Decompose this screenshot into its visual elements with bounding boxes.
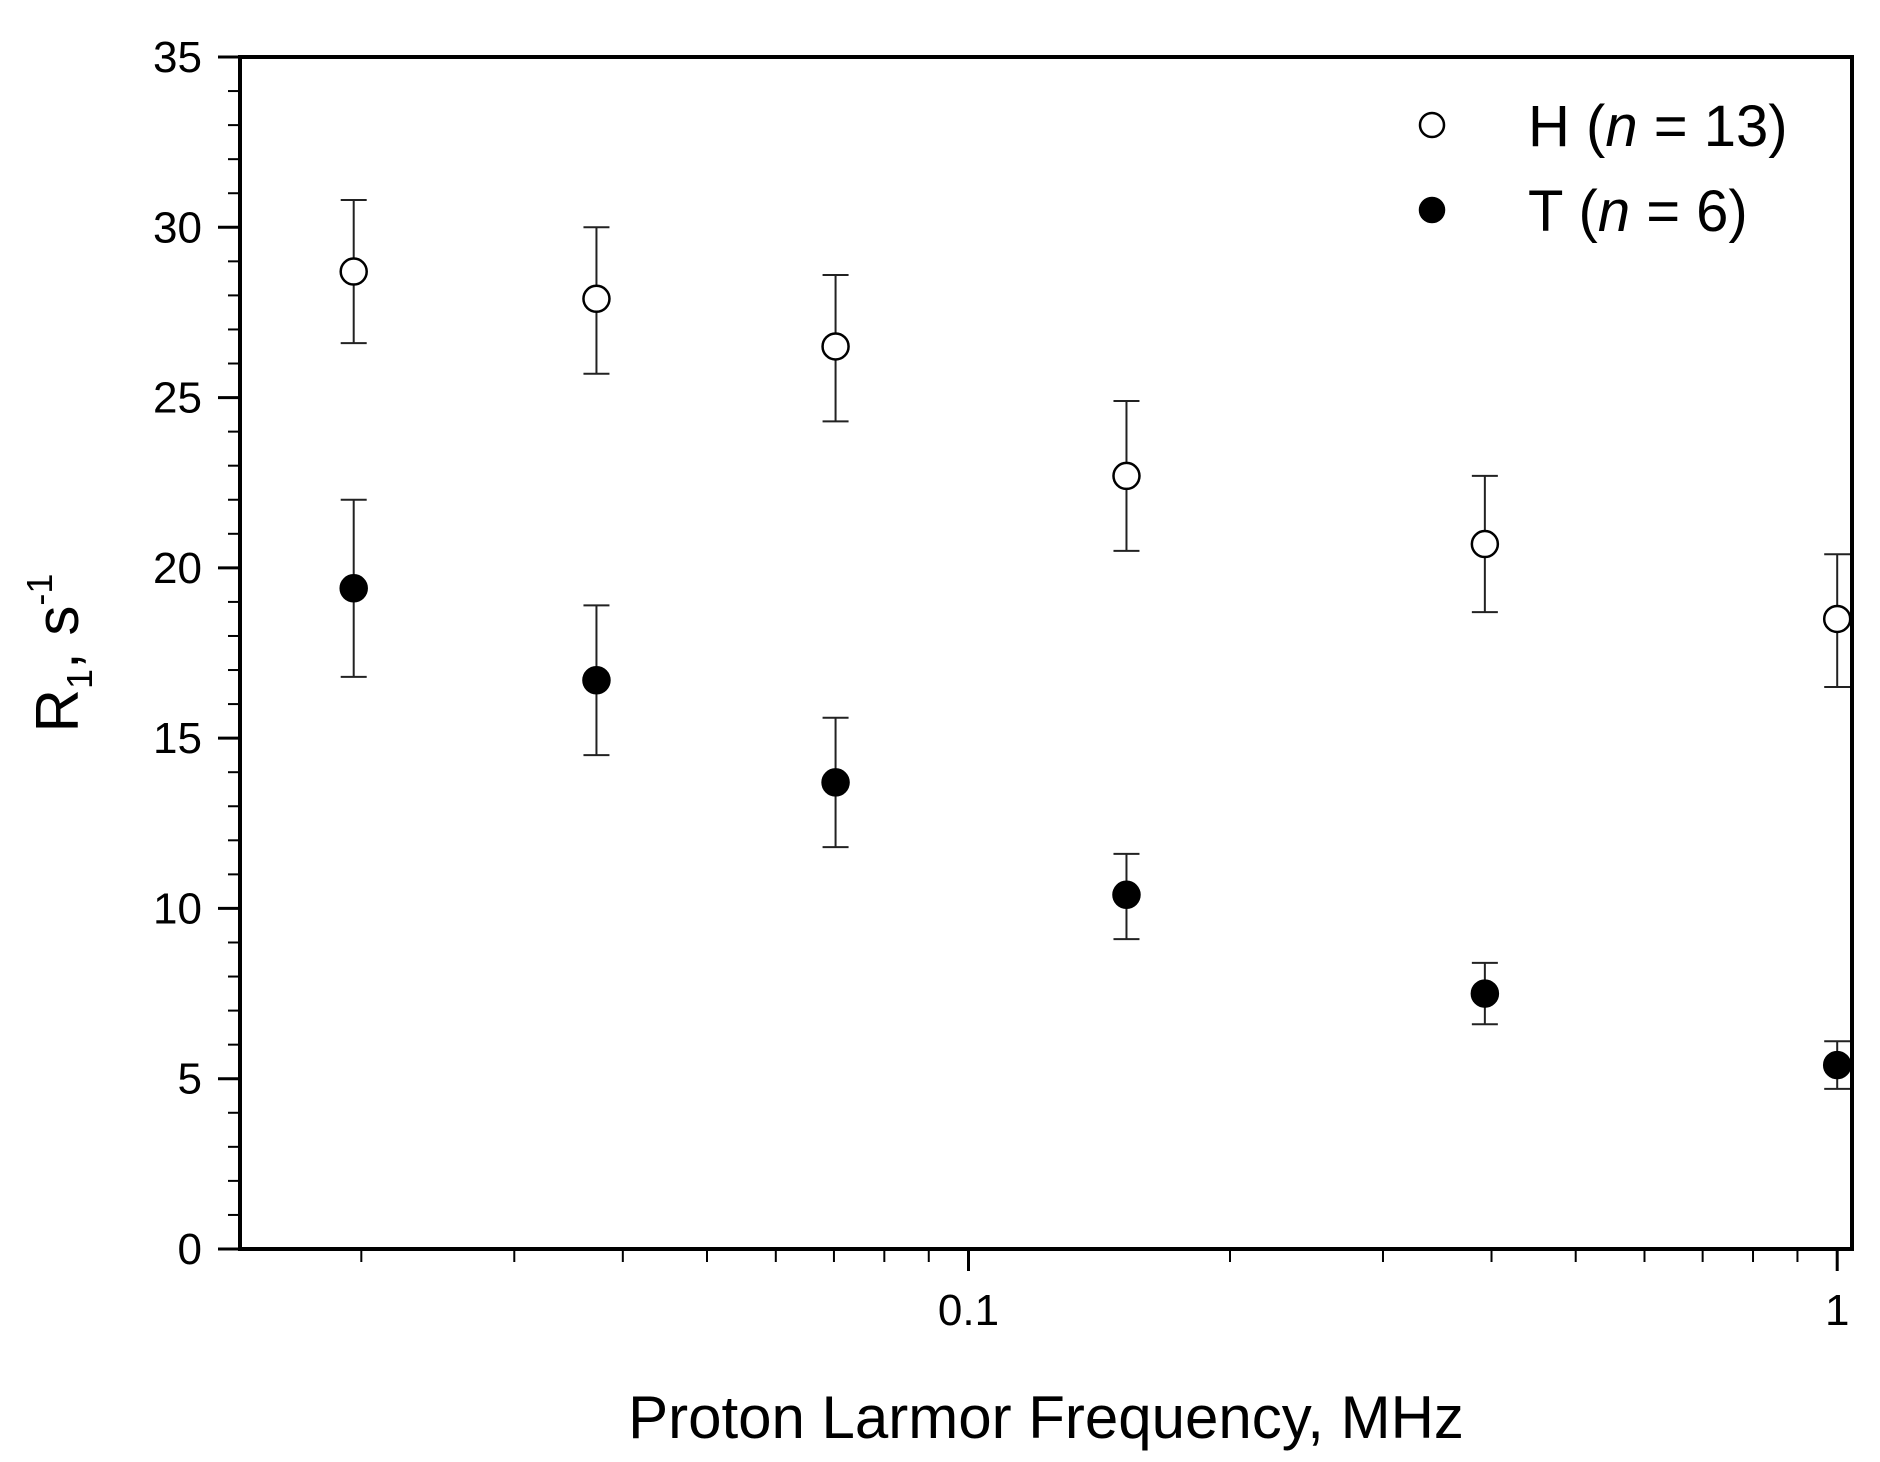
y-tick-label: 35 — [153, 33, 202, 82]
legend-marker-filled-circle — [1418, 196, 1446, 224]
y-tick-label: 25 — [153, 374, 202, 423]
legend-entry-h-italic: n — [1605, 94, 1637, 159]
legend-entry-h-post: = 13) — [1638, 94, 1788, 159]
error-bars — [340, 199, 1851, 1090]
x-tick-label: 0.1 — [938, 1286, 999, 1335]
data-point-t — [339, 574, 368, 603]
legend-entry-h: H (n = 13) — [1528, 94, 1788, 159]
legend-entry-h-pre: H ( — [1528, 94, 1605, 159]
legend-entry-t-italic: n — [1598, 179, 1630, 244]
data-point-t — [1470, 979, 1500, 1008]
tick-labels: 0 5 10 15 20 25 30 35 0.1 1 — [153, 33, 1849, 1335]
legend-entry-t-post: = 6) — [1630, 179, 1748, 244]
y-tick-label: 15 — [153, 714, 202, 763]
data-point-h — [582, 284, 611, 314]
plot-frame — [238, 55, 1854, 1251]
y-axis-title: R1, s-1 — [19, 574, 100, 733]
data-point-h — [1822, 604, 1852, 634]
x-axis-title: Proton Larmor Frequency, MHz — [628, 1384, 1464, 1451]
y-tick-label: 20 — [153, 544, 202, 593]
y-tick-label: 30 — [153, 203, 202, 252]
y-axis-title-mid: , s — [24, 606, 91, 669]
data-point-t — [582, 665, 611, 695]
y-axis-title-sup: -1 — [19, 574, 60, 606]
data-point-t — [1112, 880, 1141, 910]
legend: H (n = 13) T (n = 6) — [1418, 94, 1788, 244]
data-point-t — [821, 768, 850, 797]
data-point-h — [339, 257, 368, 286]
data-points — [339, 257, 1852, 1080]
data-point-h — [1470, 529, 1500, 559]
y-axis-title-base: R — [24, 689, 91, 732]
data-point-h — [1112, 461, 1141, 491]
y-tick-label: 10 — [153, 884, 202, 933]
y-axis-title-sub: 1 — [59, 669, 100, 689]
y-tick-label: 5 — [178, 1055, 202, 1104]
y-tick-label: 0 — [178, 1225, 202, 1274]
legend-entry-t: T (n = 6) — [1528, 179, 1748, 244]
data-point-t — [1822, 1050, 1852, 1080]
x-tick-label: 1 — [1825, 1286, 1849, 1335]
legend-entry-t-pre: T ( — [1528, 179, 1598, 244]
data-point-h — [821, 332, 850, 361]
legend-marker-open-circle — [1418, 111, 1446, 139]
